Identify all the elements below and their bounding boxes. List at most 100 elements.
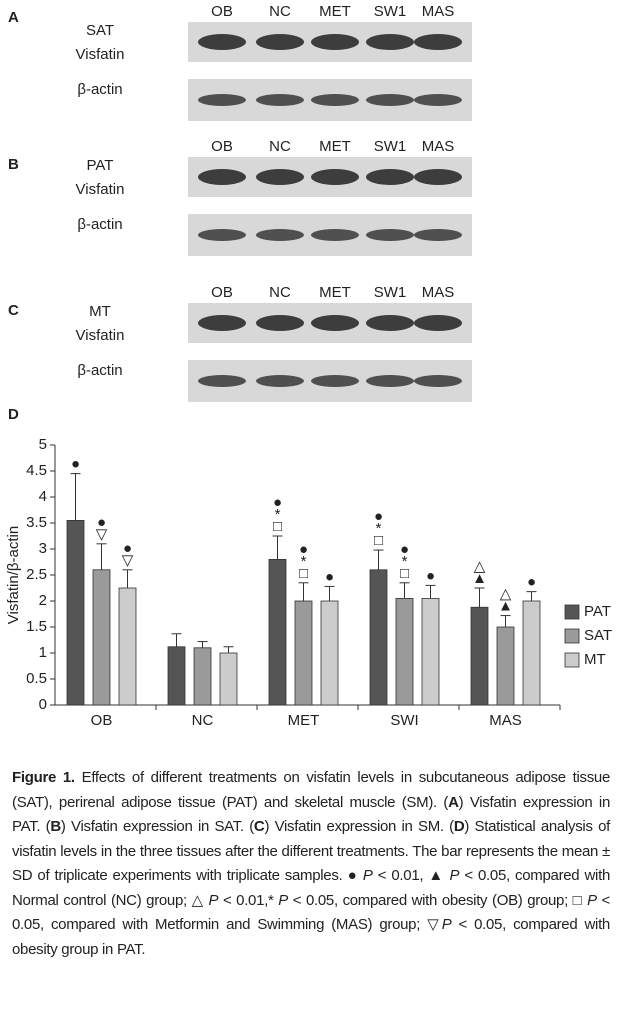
caption-text: < 0.05, compared with obesity group in P… (12, 916, 610, 958)
blot-band (414, 315, 462, 331)
y-axis-label: Visfatin/β-actin (5, 526, 22, 624)
significance-marker: □ (374, 532, 383, 549)
protein-label: MT (89, 303, 111, 320)
significance-marker: ▲ (498, 598, 513, 615)
legend-swatch (564, 652, 580, 668)
significance-marker: □ (400, 565, 409, 582)
significance-marker: * (376, 520, 382, 537)
bar (92, 569, 111, 706)
significance-marker: △ (500, 586, 512, 603)
significance-marker: ● (374, 508, 383, 525)
y-tick-label: 0.5 (26, 670, 47, 687)
bar (470, 606, 489, 706)
y-tick-label: 3.5 (26, 514, 47, 531)
protein-label: Visfatin (76, 327, 125, 344)
blot-band (311, 169, 359, 185)
bar (268, 559, 287, 706)
legend-label: PAT (584, 603, 611, 620)
blot-band (311, 229, 359, 241)
panel-letter: B (8, 156, 19, 173)
bar (395, 598, 414, 706)
significance-marker: ● (71, 456, 80, 473)
caption-text: D (453, 818, 465, 835)
significance-marker: ● (97, 514, 106, 531)
significance-marker: ▽ (122, 552, 134, 569)
significance-marker: ▲ (472, 570, 487, 587)
significance-marker: ● (299, 541, 308, 558)
protein-label: PAT (87, 157, 114, 174)
significance-marker: * (275, 506, 281, 523)
y-tick-label: 5 (39, 436, 47, 453)
legend-swatch (564, 604, 580, 620)
caption-text: P (587, 891, 597, 909)
bar (496, 626, 515, 706)
caption-text: P (208, 891, 219, 909)
panel-letter: C (8, 302, 19, 319)
blot-band (256, 34, 304, 50)
x-tick-label: MAS (489, 712, 522, 729)
panel-letter: A (8, 9, 19, 26)
x-tick-label: OB (91, 712, 113, 729)
protein-label: β-actin (77, 81, 122, 98)
y-tick-label: 1.5 (26, 618, 47, 635)
significance-marker: * (301, 553, 307, 570)
bar (219, 652, 238, 706)
caption-text: < 0.05, compared with Normal control (NC… (12, 867, 610, 909)
lane-label: OB (211, 284, 233, 301)
bar (193, 647, 212, 706)
blot-band (414, 229, 462, 241)
y-tick-label: 1 (39, 644, 47, 661)
lane-label: MET (319, 138, 351, 155)
y-tick-label: 2 (39, 592, 47, 609)
significance-marker: ● (527, 574, 536, 591)
lane-label: SW1 (374, 3, 407, 20)
blot-band (366, 94, 414, 106)
bar (522, 600, 541, 706)
bar (421, 598, 440, 706)
caption-text: Figure 1. (12, 769, 75, 786)
blot-band (256, 315, 304, 331)
lane-label: OB (211, 138, 233, 155)
blot-band (366, 315, 414, 331)
lane-label: MET (319, 3, 351, 20)
caption-text: A (448, 793, 459, 811)
panel-letter: D (8, 406, 19, 423)
significance-marker: ● (400, 541, 409, 558)
protein-label: Visfatin (76, 46, 125, 63)
lane-label: MAS (422, 3, 455, 20)
blot-band (414, 94, 462, 106)
lane-label: MAS (422, 284, 455, 301)
protein-label: β-actin (77, 362, 122, 379)
lane-label: MAS (422, 138, 455, 155)
protein-label: β-actin (77, 216, 122, 233)
y-tick-label: 2.5 (26, 566, 47, 583)
lane-label: SW1 (374, 138, 407, 155)
y-tick-label: 4 (39, 488, 47, 505)
caption-text: ) Visfatin expression in PAT. ( (12, 793, 610, 836)
y-tick-label: 4.5 (26, 462, 47, 479)
blot-band (198, 169, 246, 185)
blot-band (256, 229, 304, 241)
significance-marker: △ (474, 558, 486, 575)
y-tick-label: 0 (39, 696, 47, 713)
bar (66, 520, 85, 706)
caption-text: P (362, 867, 373, 884)
x-tick-label: SWI (390, 712, 418, 729)
legend-swatch (564, 628, 580, 644)
caption-text: ) Visfatin expression in SM. ( (264, 818, 454, 835)
blot-band (198, 94, 246, 106)
caption-text: C (253, 818, 265, 835)
caption: Figure 1. Effects of different treatment… (12, 766, 610, 962)
significance-marker: ● (325, 568, 334, 585)
legend-label: MT (584, 651, 606, 668)
blot-band (198, 375, 246, 387)
caption-text: ) Statistical analysis of visfatin level… (12, 818, 610, 884)
significance-marker: □ (299, 565, 308, 582)
y-tick-label: 3 (39, 540, 47, 557)
caption-text: < 0.05, compared with Metformin and Swim… (12, 891, 610, 934)
significance-marker: * (402, 553, 408, 570)
significance-marker: ● (273, 494, 282, 511)
blot-band (198, 315, 246, 331)
significance-marker: □ (273, 518, 282, 535)
lane-label: OB (211, 3, 233, 20)
